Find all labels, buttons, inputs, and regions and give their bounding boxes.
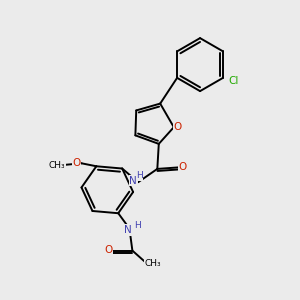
Text: CH₃: CH₃	[145, 260, 161, 268]
Text: N: N	[129, 176, 137, 186]
Text: O: O	[173, 122, 182, 132]
Text: N: N	[124, 225, 132, 235]
Text: H: H	[136, 171, 143, 180]
Text: H: H	[134, 221, 141, 230]
Text: O: O	[179, 162, 187, 172]
Text: CH₃: CH₃	[49, 161, 65, 170]
Text: O: O	[73, 158, 81, 168]
Text: O: O	[104, 245, 112, 255]
Text: Cl: Cl	[228, 76, 238, 86]
